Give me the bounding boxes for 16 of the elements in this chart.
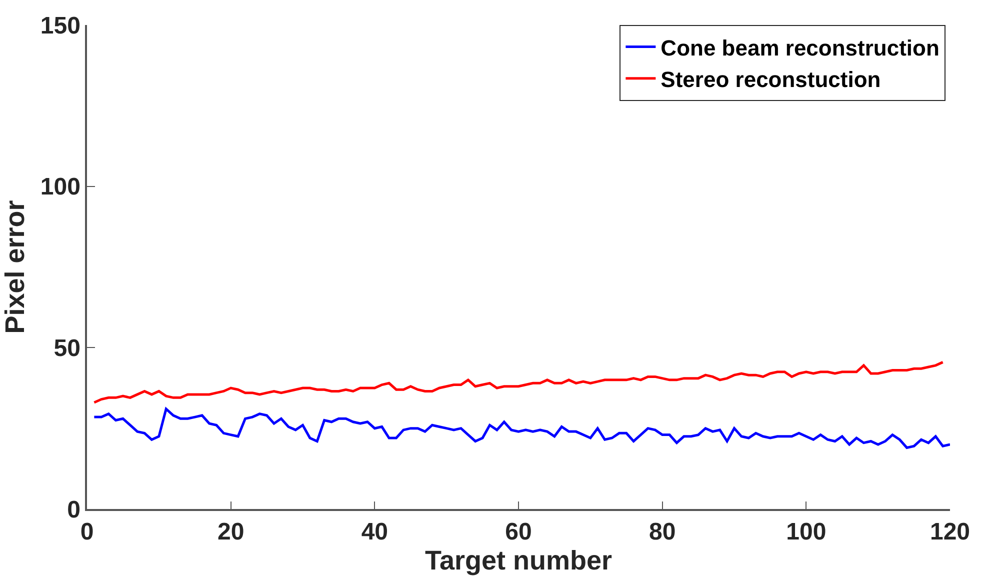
y-tick-label: 50 [54,335,80,362]
x-tick-label: 20 [217,518,244,546]
y-tick-label: 100 [40,174,80,201]
line-series [92,360,944,404]
y-axis-title: Pixel error [0,200,30,334]
line-series [92,408,950,449]
x-tick-label: 120 [930,518,970,546]
x-tick-label: 100 [786,518,826,546]
x-tick-label: 80 [648,518,676,546]
x-axis-title: Target number [424,546,612,576]
y-tick-label: 0 [67,496,80,524]
x-tick-label: 60 [505,518,532,546]
legend-label: Stereo reconstuction [660,66,881,92]
y-tick-label: 150 [40,12,80,40]
legend-label: Cone beam reconstruction [660,35,940,60]
x-tick-label: 40 [361,518,388,546]
